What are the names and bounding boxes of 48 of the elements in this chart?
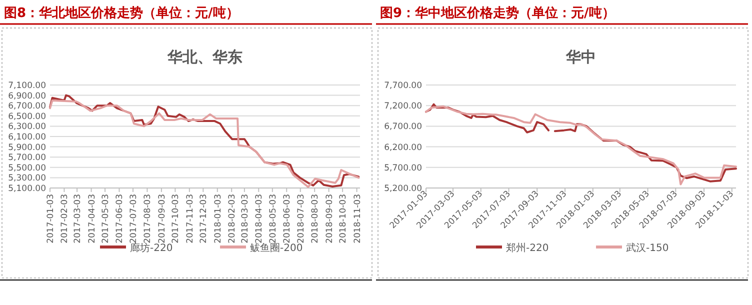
chart-subtitle: 华北、华东 — [166, 48, 242, 66]
x-tick-label: 2017-09-03 — [157, 194, 168, 244]
x-tick-label: 2017-04-03 — [87, 194, 98, 244]
y-tick-label: 7,100.00 — [8, 81, 46, 91]
x-tick-label: 2018-09-03 — [324, 194, 335, 244]
x-tick-label: 2017-12-03 — [199, 194, 210, 244]
x-tick-label: 2017-06-03 — [115, 194, 126, 244]
y-tick-label: 6,900.00 — [8, 91, 46, 102]
x-tick-label: 2017-10-03 — [171, 194, 182, 244]
y-tick-label: 5,700.00 — [384, 163, 422, 174]
x-tick-label: 2018-11-03 — [352, 194, 363, 244]
x-tick-label: 2017-07-03 — [129, 194, 140, 244]
y-tick-label: 6,100.00 — [8, 132, 46, 142]
y-tick-label: 5,100.00 — [8, 184, 46, 194]
y-tick-label: 6,700.00 — [8, 102, 46, 112]
x-tick-label: 2018-03-03 — [240, 194, 250, 244]
x-tick-label: 2018-02-03 — [228, 194, 238, 244]
y-tick-label: 5,200.00 — [384, 184, 422, 194]
y-tick-label: 5,700.00 — [8, 153, 46, 164]
y-tick-label: 6,700.00 — [384, 122, 422, 132]
y-tick-label: 7,200.00 — [384, 102, 422, 112]
y-tick-label: 6,200.00 — [384, 142, 422, 153]
x-tick-label: 2018-05-03 — [268, 194, 278, 244]
x-tick-label: 2017-01-03 — [46, 194, 56, 244]
chart-subtitle: 华中 — [565, 48, 596, 66]
y-tick-label: 7,700.00 — [384, 81, 422, 91]
chart-title: 图9：华中地区价格走势（单位：元/吨） — [380, 5, 615, 21]
y-tick-label: 5,500.00 — [8, 163, 46, 174]
x-tick-label: 2018-08-03 — [310, 194, 321, 244]
x-tick-label: 2018-07-03 — [296, 194, 306, 244]
y-tick-label: 5,300.00 — [8, 174, 46, 184]
x-tick-label: 2017-08-03 — [143, 194, 154, 244]
legend-label: 郑州-220 — [506, 242, 549, 254]
y-tick-label: 6,500.00 — [8, 112, 46, 122]
x-tick-label: 2018-10-03 — [338, 194, 349, 244]
y-tick-label: 5,900.00 — [8, 142, 46, 153]
x-tick-label: 2018-01-03 — [213, 194, 224, 244]
legend-label: 廊坊-220 — [130, 242, 173, 254]
x-tick-label: 2017-03-03 — [73, 194, 84, 244]
x-tick-label: 2017-05-03 — [101, 194, 112, 244]
x-tick-label: 2017-11-03 — [185, 194, 196, 244]
legend-label: 武汉-150 — [626, 242, 669, 254]
x-tick-label: 2018-04-03 — [254, 194, 265, 244]
chart-title: 图8：华北地区价格走势（单位：元/吨） — [4, 5, 239, 21]
x-tick-label: 2017-02-03 — [60, 194, 70, 244]
x-tick-label: 2018-06-03 — [282, 194, 293, 244]
legend-label: 鲅鱼圈-200 — [250, 242, 303, 254]
y-tick-label: 6,300.00 — [8, 122, 46, 132]
